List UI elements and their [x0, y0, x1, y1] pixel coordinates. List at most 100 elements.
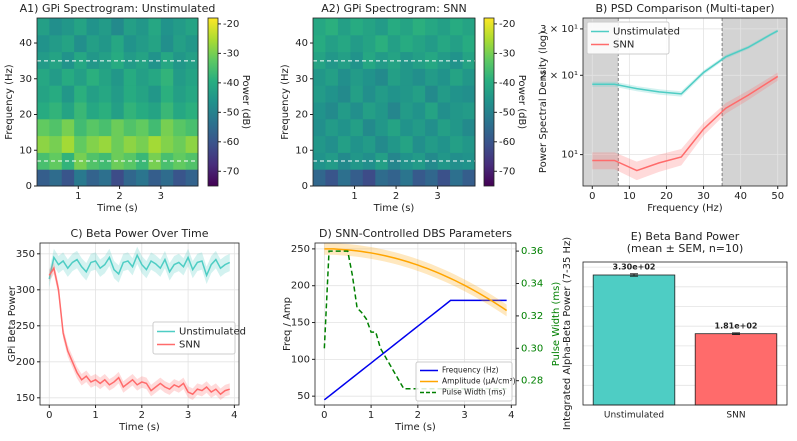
heatmap-cell [111, 169, 125, 187]
heatmap-cell [462, 102, 476, 120]
heatmap-cell [325, 118, 339, 137]
x-tick-label: 0 [589, 191, 595, 202]
y-tick-label: 40 [295, 38, 308, 49]
heatmap-cell [74, 18, 88, 36]
y-tick-label: 200 [291, 281, 310, 292]
heatmap-cell [123, 18, 137, 36]
y-tick-label: 2 × 10¹ [540, 70, 578, 81]
heatmap-cell [412, 18, 426, 36]
heatmap-cell [400, 102, 414, 120]
colorbar-label: Power (dB) [516, 75, 527, 130]
colorbar-tick-label: -20 [499, 19, 515, 30]
heatmap-cell [325, 102, 339, 120]
heatmap-cell [425, 118, 439, 137]
heatmap-cell [462, 135, 476, 153]
heatmap-cell [362, 118, 376, 137]
heatmap-cell [148, 135, 162, 153]
heatmap-cell [350, 51, 364, 69]
heatmap-cell [74, 169, 88, 187]
y2-tick-label: 0.28 [521, 376, 543, 387]
heatmap-cell [425, 135, 439, 153]
heatmap-cell [173, 18, 187, 36]
heatmap-cell [61, 135, 75, 153]
heatmap-cell [412, 135, 426, 153]
heatmap-cell [387, 34, 401, 53]
heatmap-cell [98, 135, 112, 153]
heatmap-cell [375, 152, 389, 170]
heatmap-cell [185, 68, 199, 86]
legend-label: Pulse Width (ms) [442, 388, 505, 397]
heatmap-cell [111, 18, 125, 36]
heatmap-cell [123, 135, 137, 153]
error-band [49, 262, 230, 400]
heatmap-cell [450, 85, 464, 103]
error-band [324, 243, 507, 317]
y-tick-label: 0 [26, 181, 32, 192]
heatmap-cell [375, 51, 389, 69]
heatmap-cell [86, 34, 100, 53]
y-tick-label: 3 × 10¹ [540, 24, 578, 35]
heatmap-cell [462, 18, 476, 36]
colorbar-tick-label: -50 [223, 107, 239, 118]
colorbar-tick-label: -30 [223, 48, 239, 59]
x-tick-label: 0 [46, 410, 52, 421]
heatmap-cell [325, 135, 339, 153]
y-tick-label: 20 [295, 110, 308, 121]
heatmap-cell [37, 68, 50, 86]
x-tick-label: 30 [697, 191, 710, 202]
error-band [49, 246, 230, 288]
legend-box [152, 321, 236, 355]
heatmap-cell [185, 169, 199, 187]
heatmap-cell [362, 68, 376, 86]
y-tick-label: 10¹ [561, 150, 578, 161]
axes-frame [582, 261, 788, 406]
heatmap-cell [325, 169, 339, 187]
heatmap-cell [350, 34, 364, 53]
bar [694, 333, 778, 406]
chart-title: A2) GPi Spectrogram: SNN [321, 2, 467, 15]
heatmap-cell [350, 18, 364, 36]
heatmap-cell [387, 102, 401, 120]
value-label: 1.81e+02 [715, 321, 758, 330]
heatmap-cell [49, 51, 63, 69]
chart-title: D) SNN-Controlled DBS Parameters [319, 227, 512, 240]
heatmap-cell [123, 118, 137, 137]
colorbar-tick-label: -20 [223, 19, 239, 30]
heatmap-cell [136, 34, 149, 53]
chart-title: (mean ± SEM, n=10) [627, 242, 744, 255]
heatmap-cell [462, 85, 476, 103]
heatmap-cell [37, 135, 50, 153]
heatmap-cell [412, 68, 426, 86]
x-axis-label: Time (s) [118, 422, 160, 433]
heatmap-cell [400, 18, 414, 36]
heatmap-cell [86, 135, 100, 153]
colorbar-tick-label: -60 [223, 137, 239, 148]
heatmap-cell [136, 135, 149, 153]
heatmap-cell [412, 85, 426, 103]
chart-title: C) Beta Power Over Time [71, 227, 209, 240]
heatmap-cell [400, 85, 414, 103]
heatmap-cell [362, 135, 376, 153]
heatmap-cell [37, 169, 50, 187]
heatmap-cell [61, 34, 75, 53]
heatmap-cell [148, 51, 162, 69]
heatmap-cell [123, 51, 137, 69]
heatmap-cell [173, 102, 187, 120]
heatmap-cell [86, 18, 100, 36]
legend-box [415, 361, 513, 402]
y-tick-label: 250 [291, 244, 310, 255]
heatmap-cell [313, 34, 326, 53]
line [323, 299, 507, 401]
x-tick-label: 50 [771, 191, 784, 202]
heatmap-cell [362, 102, 376, 120]
heatmap-cell [37, 85, 50, 103]
heatmap-cell [425, 68, 439, 86]
y-tick-label: 150 [16, 393, 35, 404]
heatmap-cell [450, 51, 464, 69]
plot-area [315, 243, 516, 405]
legend: Unstimulated SNN [152, 321, 246, 355]
y-tick-label: 10 [295, 145, 308, 156]
heatmap-cell [437, 102, 451, 120]
heatmap-cell [185, 51, 199, 69]
